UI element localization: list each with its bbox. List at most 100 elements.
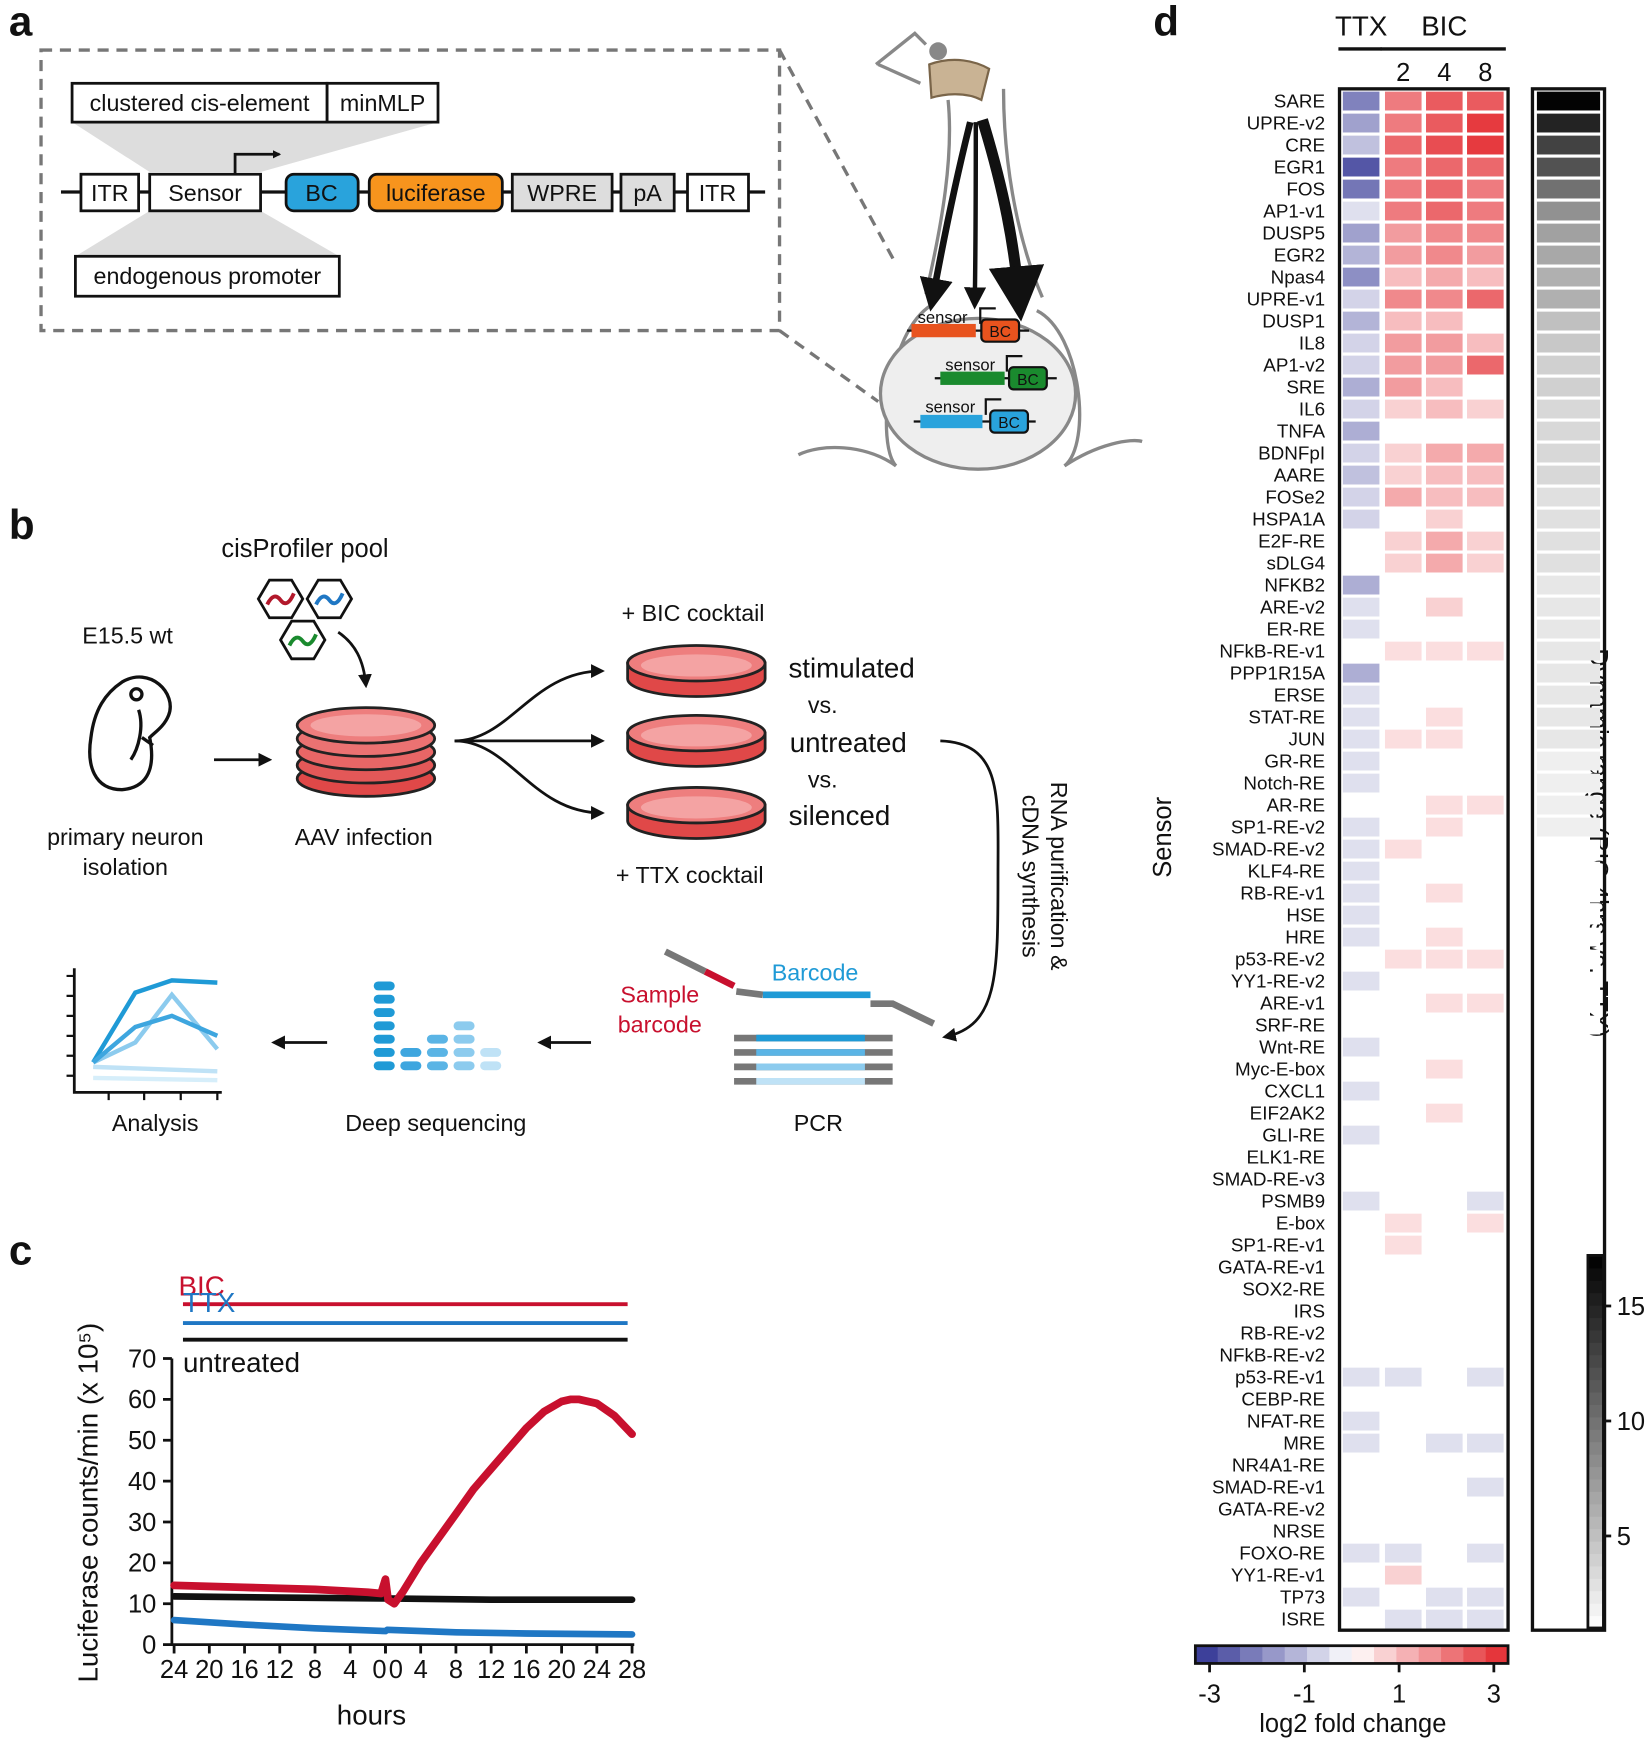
dynamic-range-cell (1536, 1191, 1601, 1211)
panel-a-rect (367, 172, 504, 213)
heatmap-cell (1426, 135, 1463, 155)
heatmap-cell (1467, 1213, 1504, 1233)
dynamic-range-cell (1536, 1411, 1601, 1431)
heatmap-cell (1342, 1345, 1380, 1365)
pcr-strands-path (735, 988, 764, 999)
legend-label: untreated (183, 1347, 300, 1378)
heatmap-cell (1426, 707, 1463, 727)
heatmap-cell (1384, 1235, 1422, 1255)
heatmap-cell (1342, 817, 1380, 837)
colorbar-swatch (1587, 1466, 1604, 1480)
row-label: AP1-v2 (1263, 355, 1325, 376)
heatmap-cell (1426, 795, 1463, 815)
y-tick-label: 0 (142, 1631, 156, 1659)
heatmap-cell (1384, 883, 1422, 903)
row-label: TNFA (1277, 421, 1326, 442)
heatmap-cell (1342, 971, 1380, 991)
heatmap-cell (1426, 729, 1463, 749)
dynamic-range-cell (1536, 1477, 1601, 1497)
panel-c: hours Luciferase counts/min (x 10⁵) 0 10 2… (73, 1270, 647, 1730)
heatmap-cell (1426, 597, 1463, 617)
y-tick-label: 70 (128, 1345, 156, 1373)
y-tick-label: 40 (128, 1468, 156, 1496)
analysis-icon-path (72, 968, 222, 1094)
row-label: GATA-RE-v2 (1218, 1499, 1325, 1520)
heatmap-cell (1467, 1125, 1504, 1145)
heatmap-cell (1426, 399, 1463, 419)
heatmap-cell (1342, 619, 1380, 639)
heatmap-cell (1426, 113, 1463, 133)
stimulated-label: stimulated (788, 653, 914, 684)
sequencing-icon (373, 981, 502, 1071)
panel-b-path (314, 592, 345, 606)
colorbar-swatch (1587, 1342, 1604, 1356)
heatmap-cell (1426, 245, 1463, 265)
dynamic-range-cell (1536, 773, 1601, 793)
sequencing-icon-rect (480, 1048, 502, 1057)
heatmap-cell (1342, 113, 1380, 133)
neuron-sketch-rect (980, 318, 1021, 343)
heatmap-cell (1426, 377, 1463, 397)
heatmap-cell (1384, 619, 1422, 639)
row-label: Notch-RE (1243, 773, 1325, 794)
heatmap-cell (1426, 1103, 1463, 1123)
dynamic-range-cell (1536, 883, 1601, 903)
heatmap-cell (1467, 1543, 1504, 1563)
heatmap-cell (1342, 1103, 1380, 1123)
neuron-sketch-rect (1007, 366, 1048, 391)
analysis-icon-path (93, 1064, 218, 1074)
colorbar-swatch (1463, 1645, 1487, 1664)
row-label: p53-RE-v2 (1235, 949, 1325, 970)
heatmap-cell (1467, 245, 1504, 265)
dynamic-range-cell (1536, 993, 1601, 1013)
row-label: SRE (1286, 377, 1325, 398)
heatmap-cell (1342, 949, 1380, 969)
x-tick-label: 4 (414, 1656, 428, 1684)
fork-arrows (454, 664, 605, 820)
colorbar-swatch (1587, 1329, 1604, 1343)
dish-ellipse (640, 796, 752, 819)
heatmap-cell (1384, 267, 1422, 287)
row-label: SP1-RE-v1 (1231, 1235, 1325, 1256)
heatmap-cell (1384, 1059, 1422, 1079)
heatmap-cell (1384, 465, 1422, 485)
heatmap-cell (1467, 113, 1504, 133)
heatmap-cell (1426, 1301, 1463, 1321)
colorbar-swatch (1587, 1603, 1604, 1617)
construct-sensor-label: sensor (925, 398, 975, 417)
heatmap-cell (1384, 1191, 1422, 1211)
dynamic-range-cell (1536, 1169, 1601, 1189)
min-promoter-label: minMLP (340, 90, 425, 116)
heatmap-cell (1467, 399, 1504, 419)
heatmap-cell (1426, 861, 1463, 881)
heatmap-cell (1467, 1147, 1504, 1167)
dynamic-range-cell (1536, 927, 1601, 947)
heatmap-cell (1467, 1367, 1504, 1387)
analysis-icon-path (93, 1075, 218, 1083)
heatmap-cell (1342, 311, 1380, 331)
mouse-icon-path (129, 709, 154, 761)
heatmap-cell (1426, 179, 1463, 199)
heatmap-cell (1426, 663, 1463, 683)
colorbar-swatch (1195, 1645, 1219, 1664)
heatmap-cell (1384, 1433, 1422, 1453)
heatmap-cell (1342, 1499, 1380, 1519)
heatmap-cell (1467, 619, 1504, 639)
heatmap-cell (1384, 399, 1422, 419)
heatmap-cell (1467, 971, 1504, 991)
analysis-icon-path (91, 978, 218, 1064)
heatmap-cell (1384, 1543, 1422, 1563)
heatmap-cell (1384, 135, 1422, 155)
heatmap-cell (1426, 1059, 1463, 1079)
heatmap-cell (1342, 1543, 1380, 1563)
colorbar-swatch (1587, 1305, 1604, 1319)
heatmap-cell (1342, 1147, 1380, 1167)
dish (626, 644, 767, 840)
row-label: IL8 (1299, 333, 1325, 354)
heatmap-cell (1467, 201, 1504, 221)
heatmap-cell (1426, 1455, 1463, 1475)
heatmap-cell (1467, 685, 1504, 705)
heatmap-cell (1467, 443, 1504, 463)
row-label: CRE (1285, 135, 1325, 156)
row-label: SMAD-RE-v2 (1212, 839, 1325, 860)
